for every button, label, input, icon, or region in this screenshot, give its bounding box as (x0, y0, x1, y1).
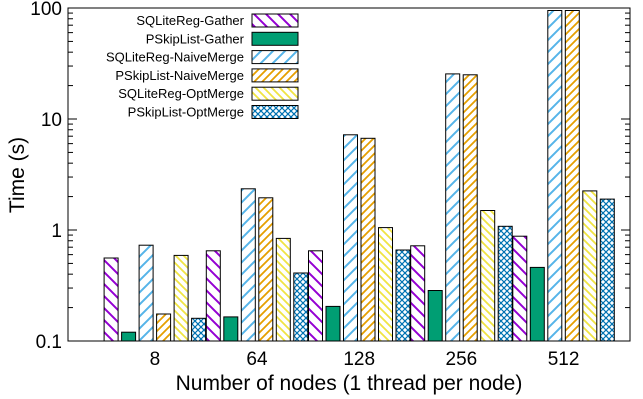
bar-pskiplist-gather-128 (325, 305, 341, 342)
bar-pskiplist-naivemerge-512 (564, 10, 580, 342)
legend-label: SQLiteReg-OptMerge (118, 86, 244, 101)
bar-sqlitereg-optmerge-8 (173, 254, 189, 342)
bar-pskiplist-naivemerge-128 (360, 137, 376, 342)
bar-pskiplist-gather-256 (427, 290, 443, 342)
bar-pskiplist-optmerge-512 (599, 198, 615, 342)
y-axis-title: Time (s) (6, 137, 29, 213)
bar-sqlitereg-naivemerge-512 (547, 10, 563, 342)
bar-pskiplist-naivemerge-8 (156, 313, 172, 342)
bar-sqlitereg-optmerge-512 (582, 190, 598, 342)
legend-label: PSkipList-NaiveMerge (115, 68, 244, 83)
bar-sqlitereg-gather-64 (205, 250, 221, 342)
bar-pskiplist-gather-64 (223, 316, 239, 342)
bar-sqlitereg-naivemerge-8 (138, 244, 154, 342)
legend-label: PSkipList-OptMerge (128, 105, 244, 120)
y-tick-label: 10 (41, 110, 62, 131)
x-tick-label: 256 (446, 349, 478, 370)
legend-label: PSkipList-Gather (146, 31, 245, 46)
x-tick-label: 512 (548, 349, 580, 370)
legend-swatch (251, 50, 299, 65)
plot-frame (67, 7, 631, 342)
x-axis-title: Number of nodes (1 thread per node) (176, 372, 523, 395)
ticks-layer: 8 64 128 256 512 0.1 1 10 100 (30, 0, 630, 370)
bar-sqlitereg-gather-256 (410, 245, 426, 342)
y-tick-label: 100 (30, 0, 62, 20)
legend-swatch (251, 68, 299, 83)
bar-pskiplist-gather-8 (121, 331, 137, 342)
x-tick-label: 128 (343, 349, 375, 370)
bar-sqlitereg-naivemerge-64 (240, 188, 256, 342)
legend-item: PSkipList-NaiveMerge (115, 68, 299, 83)
legend-label: SQLiteReg-NaiveMerge (106, 50, 244, 65)
bar-sqlitereg-naivemerge-256 (445, 73, 461, 342)
legend-item: PSkipList-Gather (146, 31, 299, 46)
bar-sqlitereg-optmerge-128 (378, 227, 393, 342)
legend-label: SQLiteReg-Gather (136, 13, 244, 28)
legend-item: SQLiteReg-NaiveMerge (106, 50, 299, 65)
bar-sqlitereg-gather-512 (512, 235, 528, 342)
bar-sqlitereg-optmerge-64 (275, 237, 291, 342)
legend-item: PSkipList-OptMerge (128, 105, 299, 120)
bar-pskiplist-optmerge-256 (497, 225, 513, 342)
legend-swatch (251, 86, 299, 101)
bars-layer (103, 10, 615, 342)
bar-pskiplist-optmerge-8 (191, 317, 207, 342)
y-tick-label: 0.1 (36, 332, 62, 353)
bar-pskiplist-optmerge-128 (395, 249, 411, 342)
legend-swatch (251, 31, 299, 46)
legend-swatch (251, 105, 299, 119)
legend-item: SQLiteReg-OptMerge (118, 86, 299, 101)
bar-sqlitereg-naivemerge-128 (343, 134, 358, 342)
legend: SQLiteReg-Gather PSkipList-Gather SQLiteRe… (106, 13, 299, 120)
bar-pskiplist-optmerge-64 (293, 272, 309, 342)
bar-pskiplist-naivemerge-256 (462, 74, 478, 342)
bar-sqlitereg-optmerge-256 (480, 210, 496, 342)
legend-swatch (251, 13, 299, 28)
bar-pskiplist-gather-512 (529, 266, 545, 342)
bar-sqlitereg-gather-128 (308, 250, 323, 342)
x-tick-label: 8 (150, 349, 161, 370)
y-tick-label: 1 (51, 221, 62, 242)
bar-pskiplist-naivemerge-64 (258, 197, 274, 342)
x-tick-label: 64 (246, 349, 268, 370)
legend-item: SQLiteReg-Gather (136, 13, 299, 28)
bar-sqlitereg-gather-8 (103, 257, 119, 342)
